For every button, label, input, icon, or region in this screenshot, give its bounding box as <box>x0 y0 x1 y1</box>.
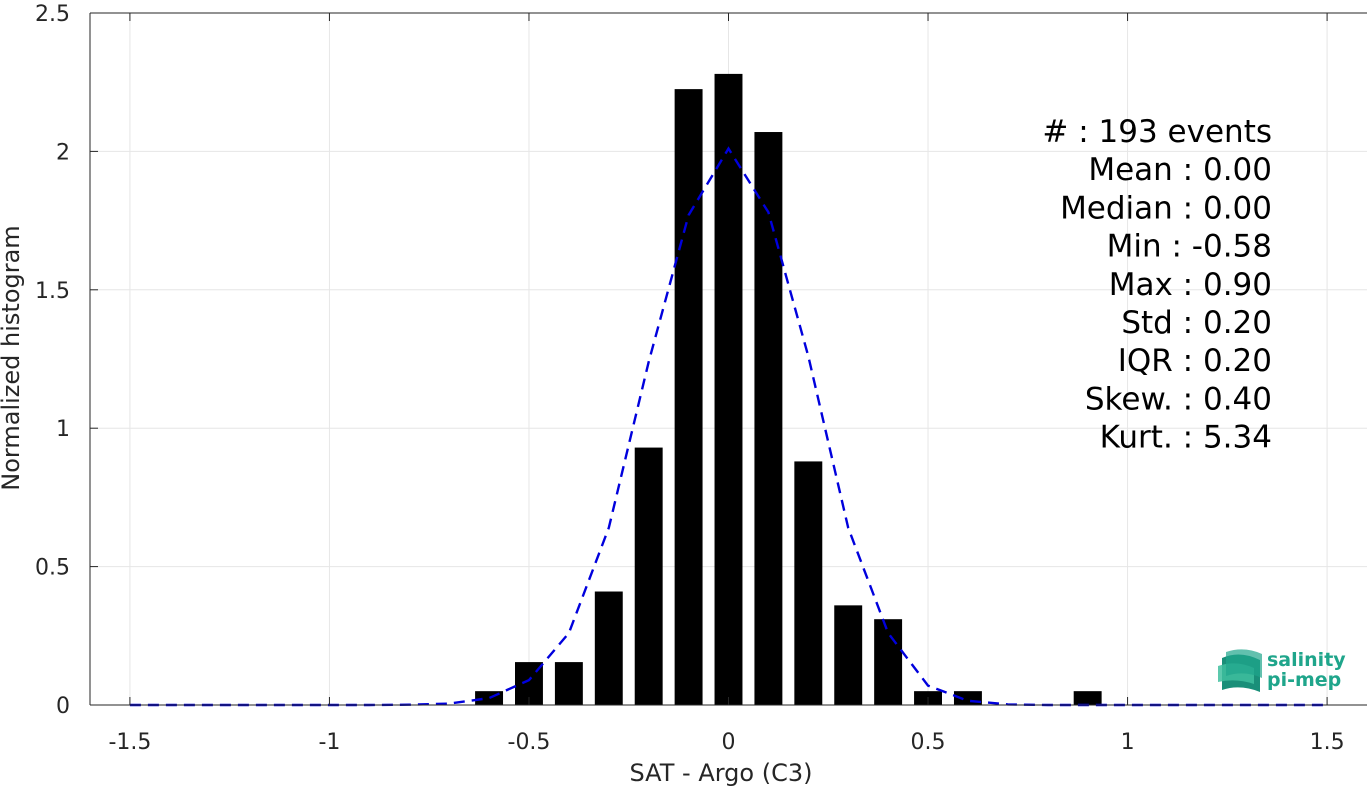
bar-3 <box>594 591 623 705</box>
stats-line-8: Kurt. : 5.34 <box>1100 420 1272 456</box>
x-axis-title: SAT - Argo (C3) <box>630 759 813 787</box>
stats-line-2: Median : 0.00 <box>1060 190 1272 226</box>
bar-10 <box>874 619 903 705</box>
bar-2 <box>554 662 583 705</box>
bar-8 <box>794 461 823 705</box>
bar-4 <box>634 447 663 705</box>
stats-line-4: Max : 0.90 <box>1109 267 1272 303</box>
y-tick-label-5: 2.5 <box>35 2 70 27</box>
y-tick-label-4: 2 <box>56 140 70 165</box>
bar-13 <box>1073 691 1102 705</box>
x-tick-label-1: -1 <box>318 730 340 755</box>
y-tick-label-1: 0.5 <box>35 556 70 581</box>
logo-wave-icon <box>1218 649 1262 692</box>
stats-line-5: Std : 0.20 <box>1121 305 1272 341</box>
y-tick-label-0: 0 <box>56 694 70 719</box>
stats-line-1: Mean : 0.00 <box>1088 152 1272 188</box>
tick-labels: -1.5 -1 -0.5 0 0.5 1 1.5 0 0.5 1 1.5 2 2.5 <box>35 2 1345 755</box>
stats-line-7: Skew. : 0.40 <box>1085 381 1272 417</box>
x-tick-label-6: 1.5 <box>1310 730 1345 755</box>
x-tick-label-5: 1 <box>1121 730 1135 755</box>
stats-line-0: # : 193 events <box>1042 114 1272 150</box>
axes <box>89 12 1367 706</box>
y-axis-title: Normalized histogram <box>0 225 25 490</box>
stats-line-6: IQR : 0.20 <box>1118 343 1272 379</box>
x-tick-label-0: -1.5 <box>108 730 151 755</box>
histogram-bars <box>475 73 1102 706</box>
x-tick-label-3: 0 <box>722 730 736 755</box>
bar-6 <box>714 73 743 706</box>
y-tick-label-3: 1.5 <box>35 279 70 304</box>
bar-7 <box>754 132 783 706</box>
bar-9 <box>834 605 863 705</box>
x-tick-label-2: -0.5 <box>508 730 551 755</box>
logo-line2: pi-mep <box>1267 669 1341 691</box>
x-tick-label-4: 0.5 <box>911 730 946 755</box>
stats-line-3: Min : -0.58 <box>1107 229 1272 265</box>
logo-line1: salinity <box>1267 649 1346 671</box>
salinity-pi-mep-logo: salinity pi-mep <box>1218 649 1346 692</box>
y-tick-label-2: 1 <box>56 417 70 442</box>
bar-5 <box>674 89 703 706</box>
